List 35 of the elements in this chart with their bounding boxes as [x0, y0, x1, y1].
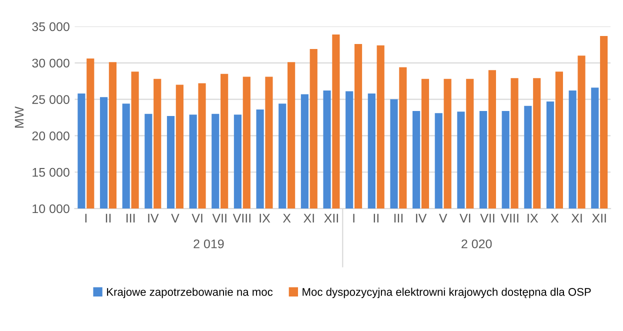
x-tick-label: IX — [260, 214, 270, 222]
y-tick-label: 35 000 — [32, 22, 70, 32]
legend-label: Moc dyspozycyjna elektrowni krajowych dostępna dla OSP — [302, 288, 591, 298]
x-tick-label: VI — [460, 214, 470, 222]
y-tick-label: 25 000 — [32, 95, 70, 104]
y-tick-label: 30 000 — [32, 58, 70, 68]
y-tick-label: 10 000 — [32, 204, 70, 214]
x-tick-label: II — [106, 214, 111, 222]
x-tick-label: X — [550, 214, 559, 222]
y-tick-label: 20 000 — [32, 132, 70, 140]
y-tick-label: 15 000 — [32, 168, 70, 177]
x-tick-label: XI — [304, 214, 314, 222]
x-tick-label: III — [394, 214, 403, 222]
x-tick-label: XI — [571, 214, 582, 222]
x-tick-label: XII — [592, 214, 606, 222]
x-tick-label: VII — [212, 214, 226, 222]
x-tick-label: VIII — [500, 214, 518, 222]
x-tick-label: IV — [148, 214, 159, 222]
x-tick-label: IV — [416, 214, 427, 222]
x-tick-label: II — [374, 214, 378, 222]
text: 2 019 — [194, 239, 224, 248]
x-tick-label: IX — [528, 214, 538, 222]
x-tick-label: VI — [192, 214, 202, 222]
x-tick-label: III — [126, 214, 135, 222]
x-tick-label: X — [282, 214, 291, 222]
x-tick-label: VII — [480, 214, 494, 222]
x-tick-label: I — [353, 214, 354, 222]
y-axis-title: MW — [14, 106, 24, 128]
x-tick-label: I — [85, 214, 87, 222]
x-tick-label: V — [171, 214, 180, 222]
x-tick-label: VIII — [232, 214, 250, 222]
x-tick-label: XII — [324, 214, 338, 222]
text: 2 020 — [462, 239, 492, 248]
x-tick-label: V — [438, 214, 448, 222]
legend-label: Krajowe zapotrzebowanie na moc — [107, 288, 273, 298]
